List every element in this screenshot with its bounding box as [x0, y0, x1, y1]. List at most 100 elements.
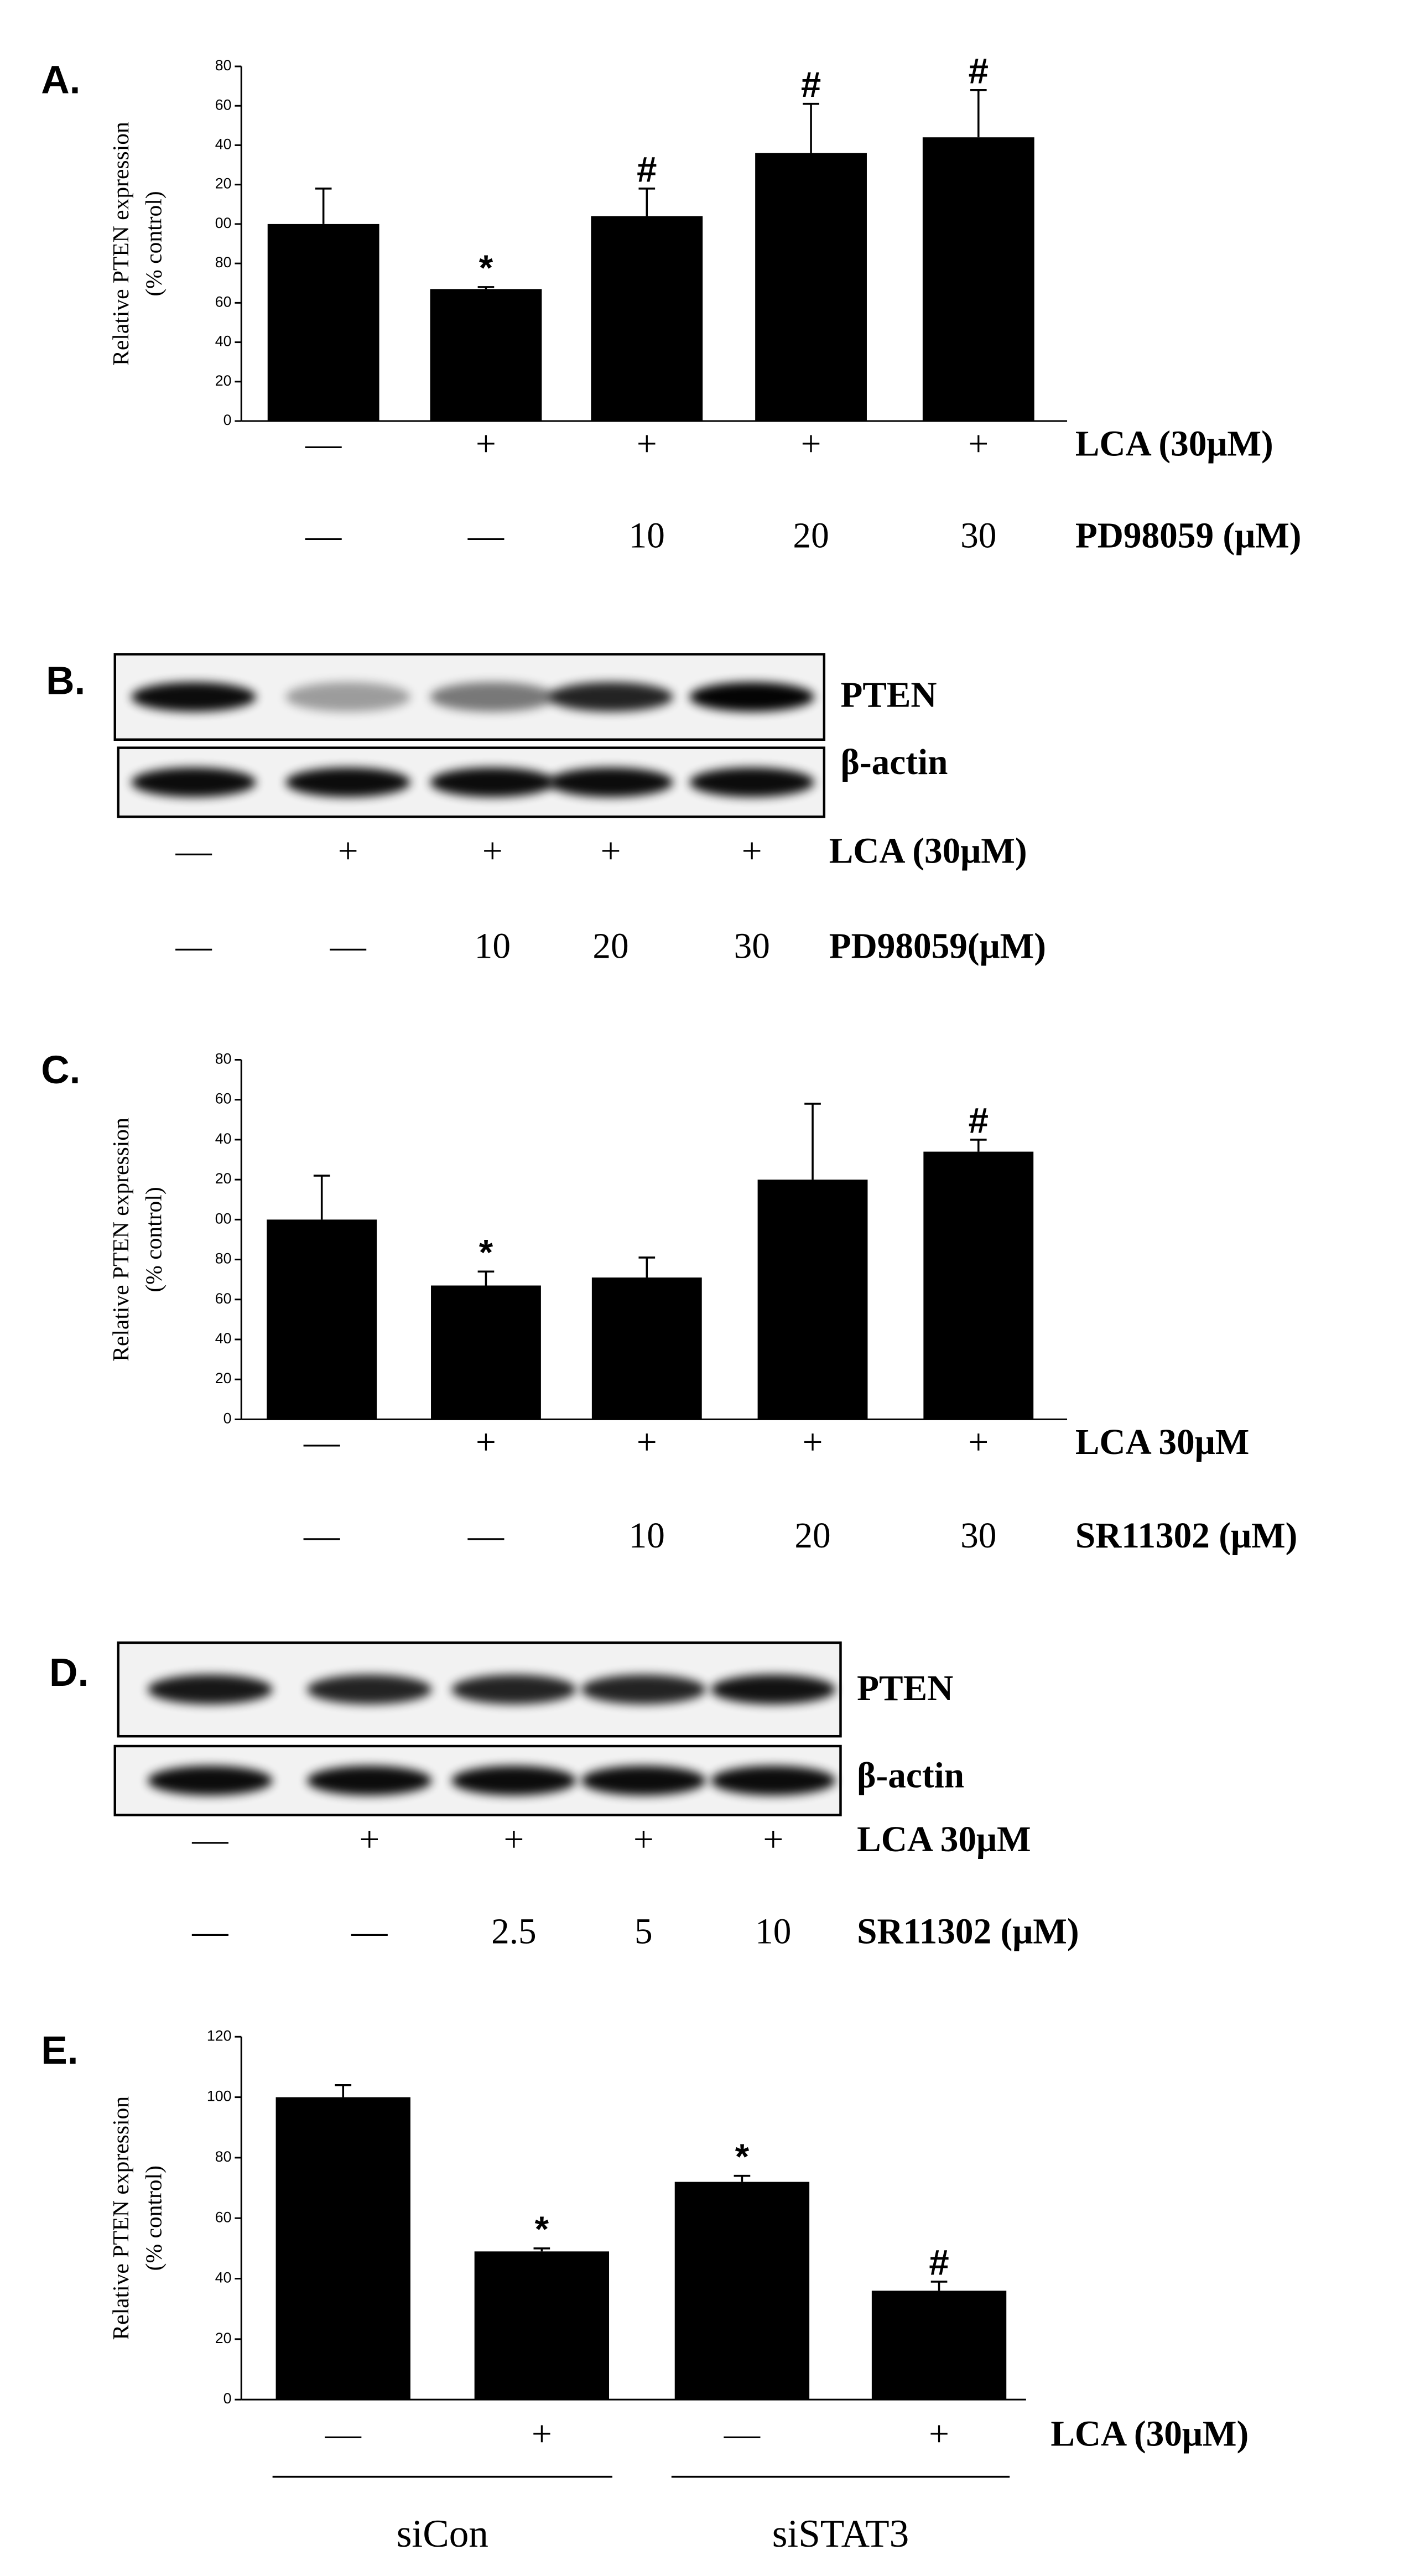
significance-mark: # [801, 64, 821, 105]
y-tick-label: 80 [215, 2148, 232, 2165]
condition-mark: — [330, 927, 367, 967]
condition-label: LCA (30μM) [1050, 2414, 1249, 2454]
blot-row-label: PTEN [840, 676, 937, 715]
y-axis-label: Relative PTEN expression [108, 122, 133, 366]
blot-band [131, 682, 256, 712]
blot-band [148, 1765, 273, 1796]
y-axis-label: Relative PTEN expression [108, 1118, 133, 1362]
condition-mark: + [968, 1422, 989, 1462]
blot-band [148, 1674, 273, 1705]
condition-mark: + [359, 1820, 379, 1860]
significance-mark: * [735, 2136, 750, 2177]
y-axis-label: (% control) [141, 2165, 167, 2271]
condition-mark: — [175, 832, 212, 871]
bar [757, 1180, 868, 1420]
y-tick-label: 40 [215, 1330, 232, 1347]
blot-band [548, 682, 673, 712]
blot-band [689, 767, 814, 797]
y-tick-label: 0 [223, 2390, 232, 2407]
condition-mark: + [532, 2414, 552, 2454]
bar [871, 2291, 1007, 2400]
blot-band [131, 767, 256, 797]
condition-mark: 10 [475, 927, 511, 967]
y-axis-label: Relative PTEN expression [108, 2096, 133, 2340]
blot-band [430, 767, 555, 797]
group-label: siSTAT3 [772, 2512, 909, 2556]
blot-band [430, 682, 555, 712]
y-axis-label: (% control) [141, 1187, 167, 1292]
blot-band [581, 1674, 706, 1705]
condition-mark: + [968, 424, 989, 464]
y-tick-label: 00 [215, 1210, 232, 1227]
condition-mark: + [801, 424, 821, 464]
condition-label: PD98059(μM) [829, 927, 1046, 967]
condition-label: LCA 30μM [1075, 1422, 1249, 1462]
blot-row-label: β-actin [840, 742, 948, 782]
condition-mark: — [467, 1516, 505, 1556]
condition-label: LCA 30μM [857, 1820, 1031, 1860]
condition-mark: 10 [629, 516, 665, 556]
blot-band [548, 767, 673, 797]
condition-mark: 10 [755, 1912, 791, 1951]
y-tick-label: 100 [207, 2088, 232, 2105]
y-tick-label: 80 [215, 1051, 232, 1067]
condition-mark: + [503, 1820, 524, 1860]
y-tick-label: 40 [215, 2269, 232, 2286]
bar [267, 1219, 377, 1420]
significance-mark: * [479, 247, 493, 288]
blot-row-label: PTEN [857, 1669, 953, 1708]
condition-mark: 20 [793, 516, 829, 556]
y-tick-label: 40 [215, 1130, 232, 1147]
panel-label: D. [49, 1651, 89, 1695]
y-tick-label: 0 [223, 1410, 232, 1426]
condition-mark: — [467, 516, 505, 556]
blot-band [581, 1765, 706, 1796]
y-tick-label: 80 [215, 1250, 232, 1267]
y-tick-label: 40 [215, 333, 232, 350]
condition-mark: — [191, 1820, 228, 1860]
y-tick-label: 40 [215, 136, 232, 152]
blot-band [285, 682, 410, 712]
y-tick-label: 60 [215, 96, 232, 113]
condition-mark: + [482, 832, 503, 871]
condition-label: SR11302 (μM) [1075, 1516, 1297, 1556]
condition-mark: — [175, 927, 212, 967]
panel-label: C. [41, 1048, 80, 1092]
bar [755, 153, 867, 422]
bar [474, 2251, 610, 2400]
condition-mark: + [633, 1820, 654, 1860]
y-tick-label: 00 [215, 215, 232, 231]
bar [674, 2182, 810, 2400]
blot-band [689, 682, 814, 712]
condition-mark: — [191, 1912, 228, 1951]
y-tick-label: 0 [223, 412, 232, 428]
panel-label: A. [41, 58, 80, 102]
y-tick-label: 20 [215, 175, 232, 192]
condition-mark: — [305, 424, 342, 464]
blot-row-label: β-actin [857, 1756, 964, 1795]
condition-mark: 30 [960, 516, 996, 556]
significance-mark: # [969, 50, 989, 91]
significance-mark: # [637, 149, 657, 189]
condition-label: LCA (30μM) [829, 832, 1027, 871]
significance-mark: # [929, 2242, 949, 2283]
y-tick-label: 120 [207, 2027, 232, 2044]
significance-mark: * [535, 2209, 549, 2249]
panel-label: E. [41, 2029, 78, 2073]
condition-mark: + [338, 832, 358, 871]
condition-mark: — [724, 2414, 761, 2454]
blot-band [285, 767, 410, 797]
bar [431, 1285, 541, 1420]
blot-band [451, 1765, 576, 1796]
y-tick-label: 20 [215, 1170, 232, 1187]
y-tick-label: 60 [215, 1090, 232, 1107]
condition-label: SR11302 (μM) [857, 1912, 1079, 1951]
significance-mark: # [969, 1100, 989, 1140]
condition-mark: + [637, 424, 657, 464]
condition-mark: — [351, 1912, 388, 1951]
condition-mark: + [637, 1422, 657, 1462]
blot-band [306, 1674, 432, 1705]
condition-label: PD98059 (μM) [1075, 516, 1302, 556]
blot-band [451, 1674, 576, 1705]
